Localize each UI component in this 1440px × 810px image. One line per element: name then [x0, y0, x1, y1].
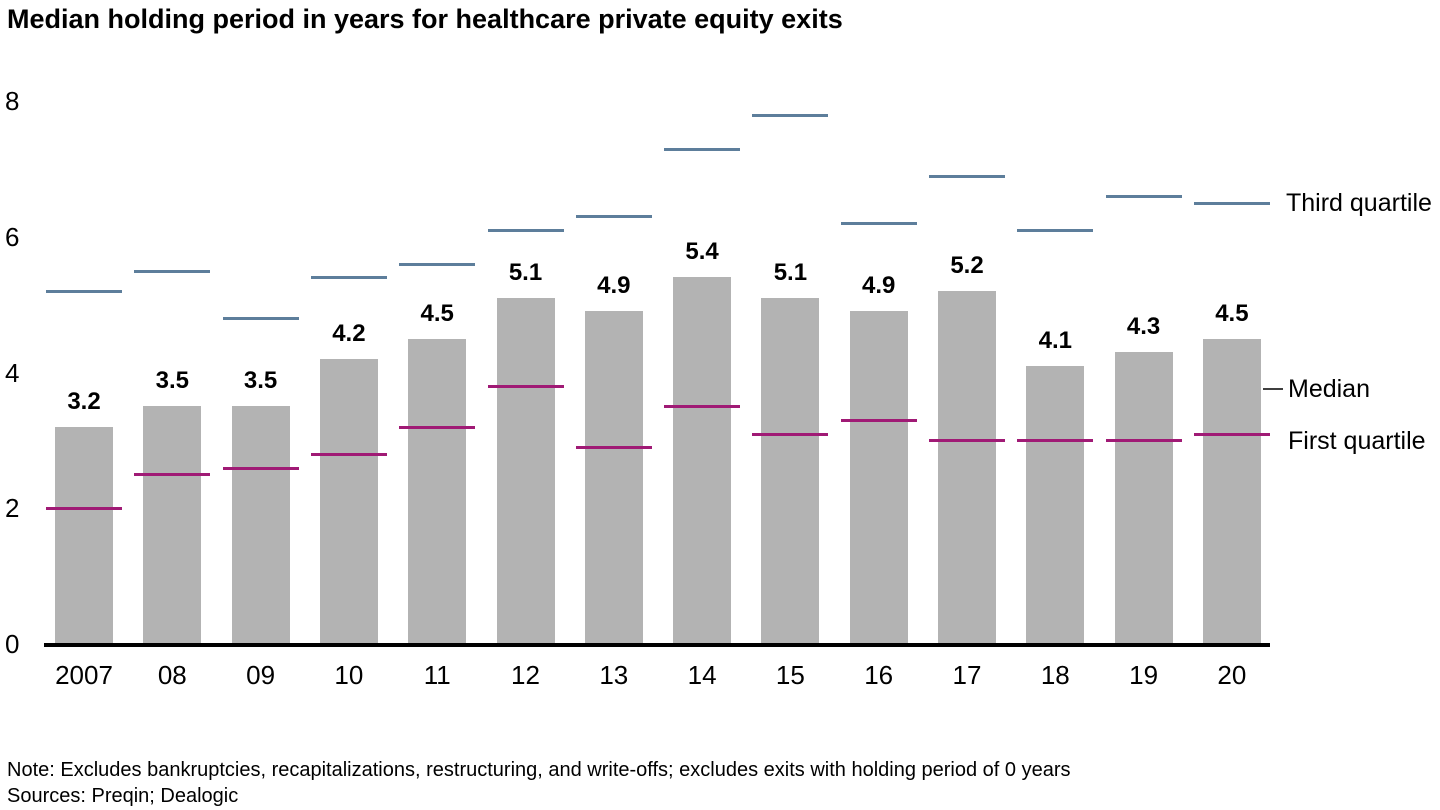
x-axis-label-15: 15 [775, 660, 805, 690]
x-axis-label-13: 13 [599, 660, 629, 690]
median-value-label-16: 4.9 [862, 272, 896, 300]
x-axis-label-20: 20 [1217, 660, 1247, 690]
first-quartile-line-19 [1105, 439, 1182, 443]
x-axis-label-16: 16 [864, 660, 894, 690]
third-quartile-line-2007 [46, 290, 122, 294]
median-value-label-18: 4.1 [1038, 326, 1072, 354]
third-quartile-line-20 [1193, 201, 1270, 205]
y-axis-tick-label-8: 8 [5, 86, 20, 116]
x-axis-label-10: 10 [334, 660, 364, 690]
x-axis-label-18: 18 [1040, 660, 1070, 690]
median-bar-14 [673, 277, 732, 644]
first-quartile-line-17 [929, 439, 1005, 443]
first-quartile-line-2007 [46, 507, 122, 511]
x-axis-label-2007: 2007 [55, 660, 113, 690]
median-bar-13 [584, 311, 643, 644]
median-bar-12 [496, 297, 555, 644]
x-axis-label-12: 12 [511, 660, 540, 690]
third-quartile-line-19 [1105, 195, 1182, 199]
x-axis-label-17: 17 [952, 660, 982, 690]
median-bar-16 [849, 311, 908, 644]
median-bar-11 [408, 338, 467, 644]
chart-sources: Sources: Preqin; Dealogic [7, 785, 239, 807]
median-bar-17 [938, 291, 996, 644]
median-value-label-13: 4.9 [597, 272, 631, 300]
median-value-label-09: 3.5 [243, 367, 278, 395]
legend-median-label: Median [1288, 375, 1370, 403]
first-quartile-line-10 [310, 452, 387, 456]
median-value-label-14: 5.4 [685, 238, 719, 266]
x-axis-label-14: 14 [687, 660, 717, 690]
median-value-label-15: 5.1 [773, 258, 808, 286]
first-quartile-line-18 [1017, 439, 1094, 443]
first-quartile-line-20 [1193, 432, 1270, 436]
first-quartile-line-13 [575, 446, 652, 450]
median-value-label-08: 3.5 [155, 367, 189, 395]
median-bar-18 [1026, 365, 1085, 644]
third-quartile-line-11 [399, 262, 476, 266]
first-quartile-line-08 [134, 473, 211, 477]
y-axis-tick-label-4: 4 [5, 357, 20, 388]
first-quartile-line-15 [752, 432, 829, 436]
median-bar-15 [761, 297, 820, 644]
third-quartile-line-16 [840, 222, 917, 226]
third-quartile-line-13 [575, 215, 652, 219]
third-quartile-line-10 [310, 276, 387, 280]
plot-area: 0 2 4 6 8 3.2 2007 3.5 08 3.5 09 4.2 10 4.5 11 5.1 12 4.9… [0, 80, 1440, 688]
chart-title: Median holding period in years for healt… [7, 4, 843, 34]
y-axis-tick-label-0: 0 [5, 629, 20, 659]
median-bar-2007 [55, 426, 113, 644]
legend-first-quartile-label: First quartile [1288, 427, 1426, 455]
median-value-label-20: 4.5 [1215, 299, 1249, 327]
third-quartile-line-18 [1017, 228, 1094, 232]
third-quartile-line-09 [222, 317, 299, 321]
median-value-label-17: 5.2 [950, 252, 984, 280]
x-axis-label-09: 09 [246, 660, 276, 690]
x-axis-label-11: 11 [423, 660, 451, 690]
y-axis-tick-label-2: 2 [5, 493, 20, 524]
first-quartile-line-14 [664, 405, 741, 409]
third-quartile-line-08 [134, 269, 211, 273]
first-quartile-line-11 [399, 425, 476, 429]
median-bar-08 [143, 406, 202, 644]
median-value-label-12: 5.1 [508, 258, 543, 286]
x-axis-label-19: 19 [1129, 660, 1159, 690]
median-leader-line [1263, 388, 1283, 390]
first-quartile-line-16 [840, 419, 917, 422]
third-quartile-line-15 [752, 113, 829, 117]
third-quartile-line-17 [929, 174, 1005, 178]
median-value-label-10: 4.2 [332, 319, 366, 347]
median-value-label-2007: 3.2 [67, 387, 101, 415]
median-value-label-11: 4.5 [420, 299, 454, 327]
first-quartile-line-12 [487, 385, 564, 389]
third-quartile-line-14 [664, 147, 741, 151]
y-axis-tick-label-6: 6 [5, 221, 20, 252]
chart-note: Note: Excludes bankruptcies, recapitaliz… [7, 759, 1071, 781]
median-bar-20 [1202, 338, 1261, 644]
median-bar-10 [319, 358, 378, 644]
x-axis-label-08: 08 [157, 660, 187, 690]
median-bar-09 [231, 406, 290, 644]
legend-third-quartile-label: Third quartile [1286, 189, 1432, 217]
median-bar-19 [1114, 352, 1173, 644]
third-quartile-line-12 [487, 228, 564, 232]
x-axis-line [44, 643, 1270, 647]
first-quartile-line-09 [222, 466, 299, 470]
median-value-label-19: 4.3 [1126, 313, 1161, 341]
